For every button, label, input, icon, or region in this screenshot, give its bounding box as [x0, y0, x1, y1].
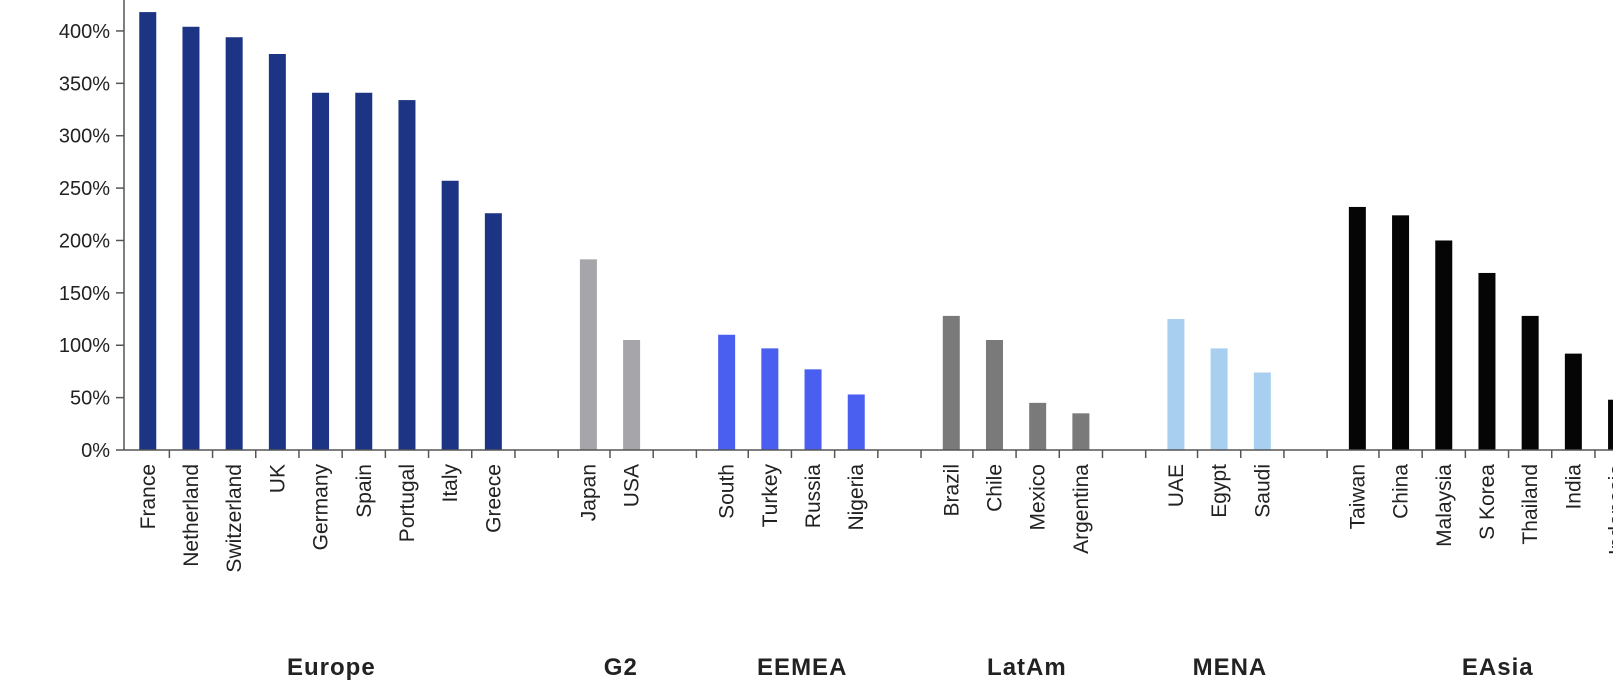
y-tick-label: 250%: [59, 178, 110, 200]
x-axis: France Netherland Switzerland UK Germany Spai…: [124, 449, 1613, 573]
x-tick-label-switzerland: Switzerland: [223, 464, 246, 573]
x-tick-label-portugal: Portugal: [396, 464, 419, 542]
x-tick-label-uae: UAE: [1165, 464, 1188, 507]
bar-japan: [579, 259, 597, 450]
group-label-europe: Europe: [287, 654, 376, 681]
bar-usa: [623, 340, 641, 450]
y-tick-label: 150%: [59, 283, 110, 305]
x-tick-label-indonesia: Indonesia: [1606, 464, 1613, 555]
x-tick-label-italy: Italy: [439, 464, 462, 503]
bar-russia: [804, 369, 822, 450]
bar-indonesia: [1608, 399, 1613, 450]
x-tick-label-egypt: Egypt: [1208, 464, 1231, 518]
bar-brazil: [942, 315, 960, 450]
x-tick-label-russia: Russia: [802, 464, 825, 529]
bar-france: [139, 12, 157, 450]
bar-switzerland: [225, 37, 243, 450]
y-axis: 0% 50% 100% 150% 200% 250% 300% 350% 400%: [59, 0, 125, 462]
x-tick-label-spain: Spain: [353, 464, 376, 518]
y-tick-label: 300%: [59, 126, 110, 148]
x-tick-label-taiwan: Taiwan: [1346, 464, 1369, 529]
y-tick-label: 0%: [81, 440, 110, 462]
x-tick-label-argentina: Argentina: [1070, 464, 1093, 554]
x-tick-label-chile: Chile: [983, 464, 1006, 512]
bar-s-korea: [1478, 272, 1496, 450]
bar-uae: [1167, 319, 1185, 450]
y-tick-label: 200%: [59, 230, 110, 252]
x-tick-label-nigeria: Nigeria: [845, 464, 868, 531]
bar-uk: [268, 54, 286, 450]
x-tick-label-thailand: Thailand: [1519, 464, 1542, 545]
group-label-latam: LatAm: [987, 654, 1067, 681]
group-label-g2: G2: [604, 654, 638, 681]
x-tick-label-greece: Greece: [482, 464, 505, 533]
group-label-easia: EAsia: [1462, 654, 1534, 681]
bar-turkey: [761, 348, 779, 450]
bar-india: [1564, 353, 1582, 450]
x-tick-label-mexico: Mexico: [1027, 464, 1050, 531]
y-tick-label: 100%: [59, 335, 110, 357]
bar-italy: [441, 180, 459, 450]
bars: [139, 12, 1613, 451]
y-tick-label: 50%: [70, 388, 110, 410]
x-tick-label-france: France: [137, 464, 160, 529]
bar-egypt: [1210, 348, 1228, 450]
y-tick-label: 350%: [59, 73, 110, 95]
bar-saudi: [1253, 372, 1271, 450]
bar-netherland: [182, 26, 200, 451]
group-labels: Europe G2 EEMEA LatAm MENA EAsia: [287, 654, 1534, 681]
bar-portugal: [398, 100, 416, 450]
bar-greece: [484, 213, 502, 450]
x-tick-label-turkey: Turkey: [759, 464, 782, 528]
x-tick-label-uk: UK: [266, 464, 289, 493]
x-tick-label-malaysia: Malaysia: [1433, 464, 1456, 547]
y-tick-label: 400%: [59, 21, 110, 43]
x-tick-label-india: India: [1562, 464, 1585, 510]
group-label-eemea: EEMEA: [757, 654, 847, 681]
group-label-mena: MENA: [1193, 654, 1268, 681]
bar-argentina: [1072, 413, 1090, 450]
x-tick-label-germany: Germany: [310, 464, 333, 551]
bar-germany: [312, 92, 330, 450]
x-tick-label-china: China: [1390, 464, 1413, 519]
bar-chile: [985, 340, 1003, 450]
bar-spain: [355, 92, 373, 450]
x-tick-label-japan: Japan: [577, 464, 600, 521]
x-tick-label-saudi: Saudi: [1251, 464, 1274, 518]
x-tick-label-s-korea: S Korea: [1476, 464, 1499, 540]
bar-thailand: [1521, 315, 1539, 450]
bar-south: [718, 334, 736, 450]
bar-malaysia: [1435, 240, 1453, 450]
x-tick-label-usa: USA: [621, 464, 644, 507]
x-tick-label-netherland: Netherland: [180, 464, 203, 567]
x-tick-label-brazil: Brazil: [940, 464, 963, 517]
bar-nigeria: [847, 394, 865, 450]
x-tick-label-south: South: [716, 464, 739, 519]
bar-china: [1392, 215, 1410, 450]
bar-taiwan: [1348, 206, 1366, 450]
bar-mexico: [1029, 402, 1047, 450]
